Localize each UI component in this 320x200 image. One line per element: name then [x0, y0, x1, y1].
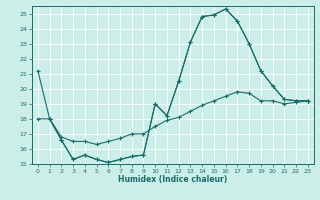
X-axis label: Humidex (Indice chaleur): Humidex (Indice chaleur): [118, 175, 228, 184]
